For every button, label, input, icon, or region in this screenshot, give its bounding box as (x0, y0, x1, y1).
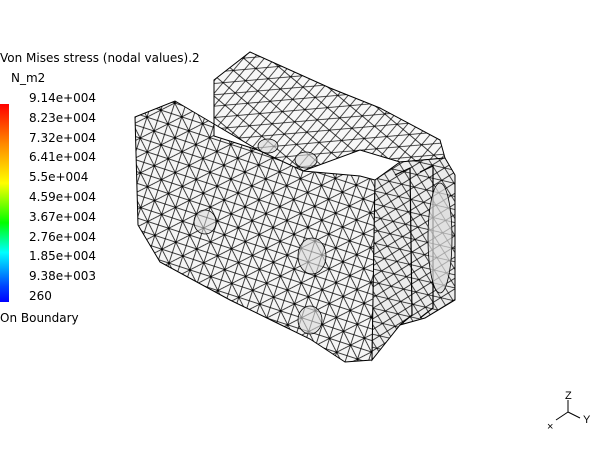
hole-3 (193, 209, 217, 235)
hole-2 (297, 305, 323, 335)
legend-tick: 5.5e+004 (29, 170, 89, 185)
legend-color-bar[interactable] (0, 104, 9, 302)
legend-unit: N_m2 (11, 71, 46, 85)
slot-edge (394, 167, 413, 326)
legend-title: Von Mises stress (nodal values).2 (0, 51, 200, 65)
y-axis-line (567, 411, 581, 419)
hole-1 (297, 237, 327, 275)
x-axis-label: × (547, 421, 553, 433)
mesh-part[interactable] (134, 51, 456, 363)
legend-tick: 1.85e+004 (29, 249, 97, 264)
legend-tick: 3.67e+004 (29, 209, 97, 224)
legend-tick: 4.59e+004 (29, 190, 97, 204)
legend-tick: 7.32e+004 (29, 130, 97, 145)
legend-tick: 9.38e+003 (29, 269, 97, 284)
hole-right (427, 182, 453, 294)
legend-tick: 2.76e+004 (29, 229, 97, 244)
y-axis-label: Y (583, 414, 591, 426)
hole-5 (294, 151, 318, 169)
legend-tick: 8.23e+004 (29, 110, 97, 125)
x-axis-line (555, 411, 569, 421)
axis-triad[interactable]: Z Y × (547, 390, 591, 433)
legend-tick: 6.41e+004 (29, 150, 97, 165)
legend-footer: On Boundary (0, 311, 79, 325)
z-axis-label: Z (565, 390, 572, 402)
legend-tick: 9.14e+004 (29, 91, 97, 105)
hole-4 (257, 138, 279, 154)
legend-tick: 260 (29, 289, 52, 303)
